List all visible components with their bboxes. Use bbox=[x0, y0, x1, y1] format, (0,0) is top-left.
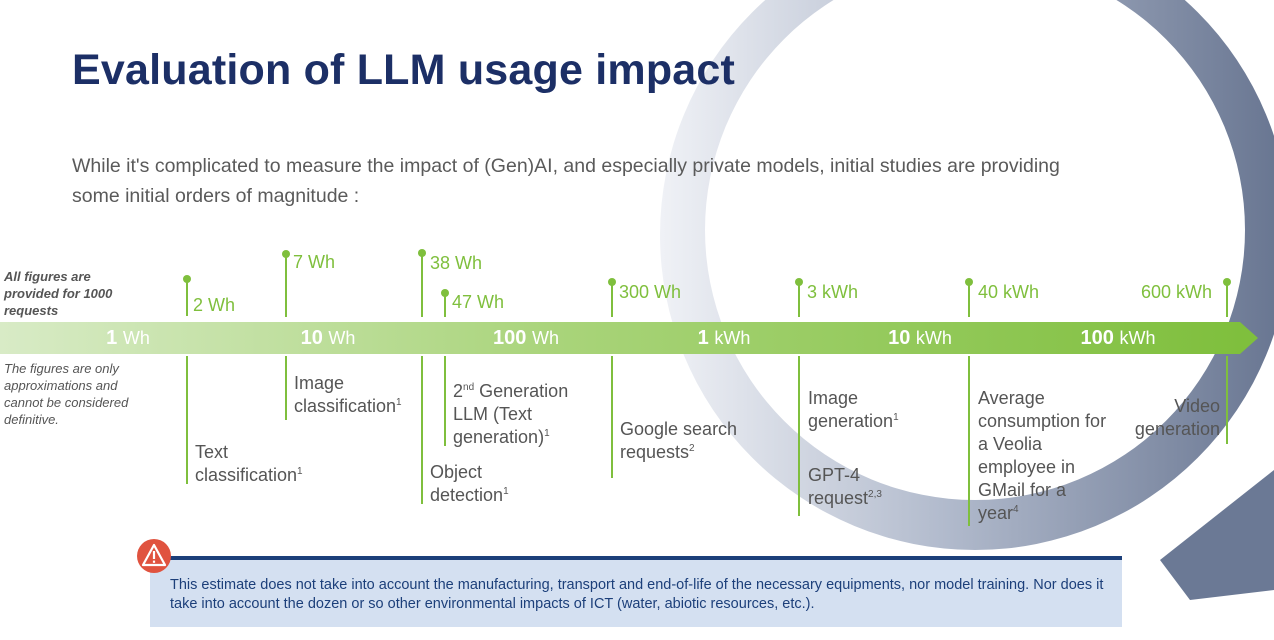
warning-top-bar bbox=[150, 556, 1122, 560]
value-label: 47 Wh bbox=[452, 292, 505, 312]
item-label: Object detection1 bbox=[430, 462, 509, 505]
item-label: Image generation1 bbox=[808, 388, 899, 431]
scale-tick: 1 kWh bbox=[697, 327, 751, 349]
value-label: 600 kWh bbox=[1141, 282, 1213, 302]
warning-text: This estimate does not take into account… bbox=[170, 577, 1104, 612]
value-label: 38 Wh bbox=[430, 253, 483, 273]
marker-dot bbox=[282, 250, 290, 258]
value-label: 3 kWh bbox=[807, 282, 859, 302]
marker-dot bbox=[183, 275, 191, 283]
marker-line bbox=[421, 356, 423, 504]
value-label: 2 Wh bbox=[193, 295, 236, 315]
item-label: Google search requests2 bbox=[620, 419, 738, 462]
scale-arrow-bar bbox=[0, 322, 1240, 354]
marker-line bbox=[285, 356, 287, 420]
item-label-secondary: GPT-4 request2,3 bbox=[808, 465, 882, 508]
marker-dot bbox=[965, 278, 973, 286]
value-label: 40 kWh bbox=[978, 282, 1040, 302]
note-requests: All figures are provided for 1000 reques… bbox=[4, 269, 113, 318]
marker-dot bbox=[608, 278, 616, 286]
marker-line bbox=[285, 255, 287, 317]
item-label: Average consumption for a Veolia employe… bbox=[978, 388, 1107, 523]
warning-box bbox=[150, 560, 1122, 627]
value-label: 7 Wh bbox=[293, 252, 336, 272]
marker-line bbox=[611, 356, 613, 478]
scale-tick: 1 Wh bbox=[106, 327, 150, 349]
scale-arrow-head bbox=[1240, 322, 1258, 354]
item-label: Image classification1 bbox=[294, 373, 402, 416]
scale-tick: 100 kWh bbox=[1080, 327, 1156, 349]
marker-line bbox=[186, 280, 188, 316]
item-label: Video generation bbox=[1134, 396, 1220, 439]
marker-line bbox=[444, 356, 446, 446]
marker-line bbox=[1226, 283, 1228, 317]
marker-dot bbox=[441, 289, 449, 297]
page-title: Evaluation of LLM usage impact bbox=[72, 46, 736, 94]
scale-tick: 100 Wh bbox=[493, 327, 559, 349]
note-approximation: The figures are only approximations and … bbox=[4, 361, 129, 427]
marker-line bbox=[444, 294, 446, 317]
value-label: 300 Wh bbox=[619, 282, 682, 302]
marker-line bbox=[968, 356, 970, 526]
item-label: Text classification1 bbox=[195, 442, 303, 485]
page-subtitle: While it's complicated to measure the im… bbox=[72, 155, 1060, 207]
marker-line bbox=[798, 283, 800, 317]
marker-line bbox=[186, 356, 188, 484]
marker-line bbox=[1226, 356, 1228, 444]
marker-line bbox=[968, 283, 970, 317]
marker-line bbox=[421, 254, 423, 317]
item-label: 2nd Generation LLM (Text generation)1 bbox=[453, 381, 569, 447]
scale-tick: 10 kWh bbox=[888, 327, 952, 349]
scale-tick: 10 Wh bbox=[300, 327, 356, 349]
marker-line bbox=[611, 283, 613, 317]
marker-dot bbox=[418, 249, 426, 257]
warning-icon bbox=[137, 539, 171, 573]
marker-dot bbox=[1223, 278, 1231, 286]
marker-dot bbox=[795, 278, 803, 286]
marker-line bbox=[798, 356, 800, 516]
